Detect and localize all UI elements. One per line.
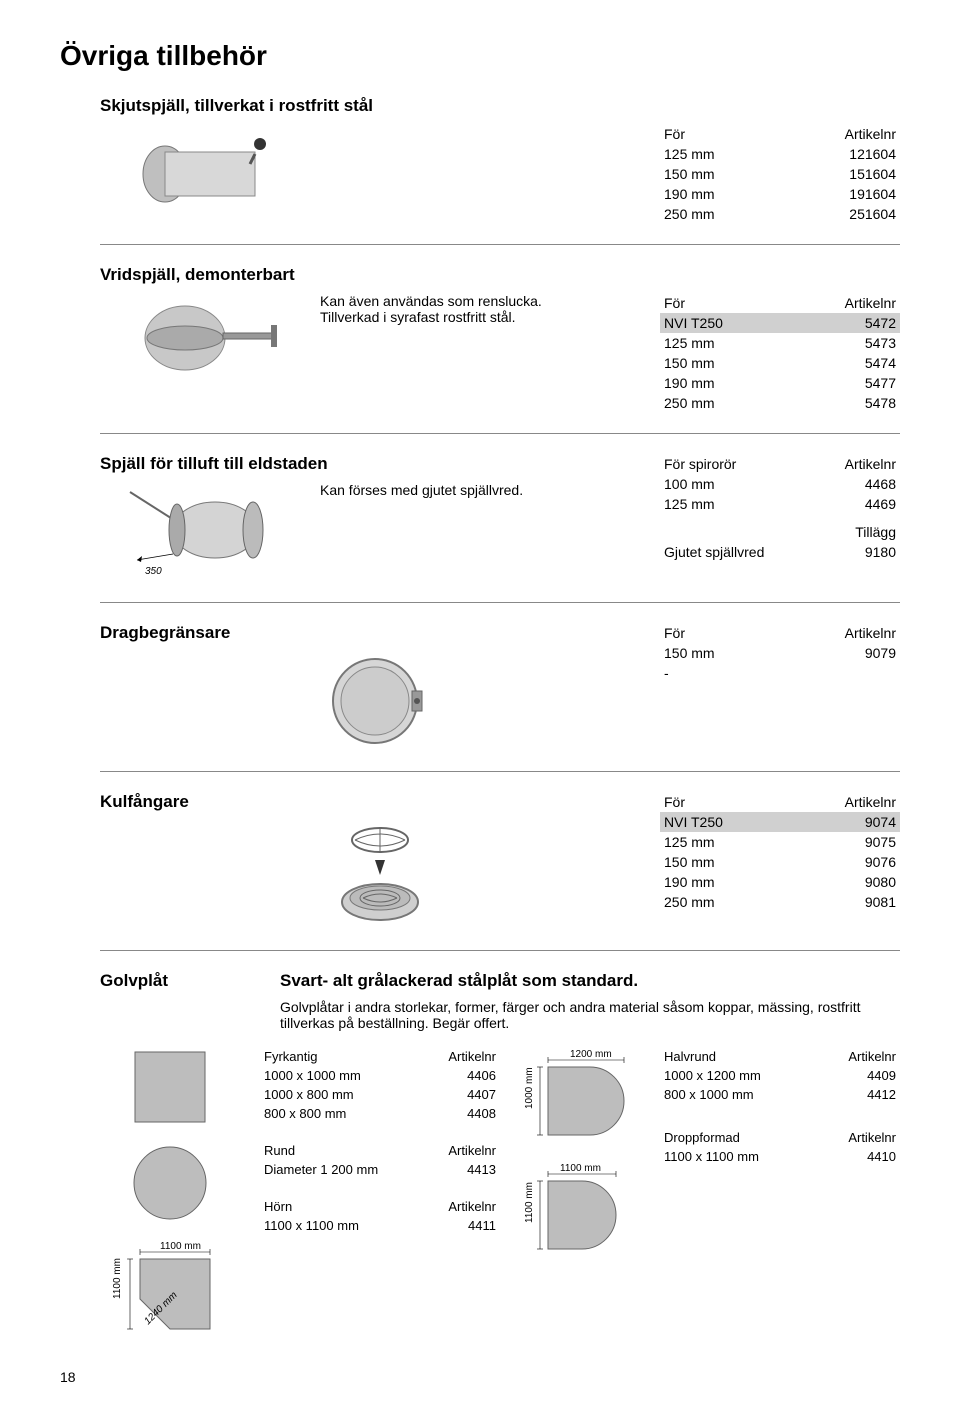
vridspjall-table: FörArtikelnr NVI T2505472125 mm5473150 m… xyxy=(660,293,900,413)
svg-text:1100 mm: 1100 mm xyxy=(524,1182,535,1223)
tilluft-title: Spjäll för tilluft till eldstaden xyxy=(100,454,660,474)
svg-text:1000 mm: 1000 mm xyxy=(524,1067,535,1109)
tbl-title: Halvrund xyxy=(660,1047,817,1066)
table-row: 1000 x 800 mm4407 xyxy=(260,1085,500,1104)
hdr-for: För xyxy=(660,293,787,313)
table-row: 190 mm5477 xyxy=(660,373,900,393)
hdr-for: För xyxy=(660,623,779,643)
section-skjutspjall: Skjutspjäll, tillverkat i rostfritt stål… xyxy=(100,96,900,245)
golv-rund-table: RundArtikelnr Diameter 1 200 mm4413 xyxy=(260,1141,500,1179)
section-tilluft: Spjäll för tilluft till eldstaden 350 Ka… xyxy=(100,454,900,603)
tilluft-image: 350 xyxy=(100,482,320,582)
section-kul: Kulfångare FörArtikelnr NVI T2509074125 … xyxy=(100,792,900,951)
table-row: 800 x 1000 mm4412 xyxy=(660,1085,900,1104)
tbl-title: Hörn xyxy=(260,1197,416,1216)
hdr-for: För spirorör xyxy=(660,454,798,474)
hdr-art: Artikelnr xyxy=(787,293,900,313)
golv-note: Golvplåtar i andra storlekar, former, fä… xyxy=(280,999,900,1031)
tbl-hdr: Artikelnr xyxy=(425,1141,500,1160)
golv-title: Golvplåt xyxy=(100,971,240,1027)
tbl-hdr: Artikelnr xyxy=(417,1047,500,1066)
table-row: 190 mm9080 xyxy=(660,872,900,892)
table-row: 1100 x 1100 mm4410 xyxy=(660,1147,900,1166)
table-row: 1100 x 1100 mm4411 xyxy=(260,1216,500,1235)
table-row: 190 mm191604 xyxy=(660,184,900,204)
table-row: 1000 x 1200 mm4409 xyxy=(660,1066,900,1085)
tbl-hdr: Artikelnr xyxy=(816,1128,900,1147)
shape-square-icon xyxy=(130,1047,210,1127)
hdr-for: För xyxy=(660,124,779,144)
table-row: 125 mm5473 xyxy=(660,333,900,353)
table-row: NVI T2509074 xyxy=(660,812,900,832)
tbl-hdr: Artikelnr xyxy=(817,1047,900,1066)
shape-corner-icon: 1100 mm 1100 mm 1240 mm xyxy=(110,1239,230,1349)
table-row: 125 mm121604 xyxy=(660,144,900,164)
table-row: 150 mm9079 xyxy=(660,643,900,663)
golv-heading: Svart- alt grålackerad stålplåt som stan… xyxy=(280,971,900,991)
tbl-title: Fyrkantig xyxy=(260,1047,417,1066)
hdr-art: Artikelnr xyxy=(787,792,900,812)
golv-fyrkantig-table: FyrkantigArtikelnr 1000 x 1000 mm4406100… xyxy=(260,1047,500,1123)
drag-title: Dragbegränsare xyxy=(100,623,660,643)
table-row: Gjutet spjällvred9180 xyxy=(660,542,900,562)
extra-title: Tillägg xyxy=(660,522,900,542)
hdr-art: Artikelnr xyxy=(798,454,900,474)
section-drag: Dragbegränsare FörArtikelnr 150 mm9079- xyxy=(100,623,900,772)
kul-table: FörArtikelnr NVI T2509074125 mm9075150 m… xyxy=(660,792,900,912)
tilluft-extra: Tillägg Gjutet spjällvred9180 xyxy=(660,522,900,562)
svg-text:350: 350 xyxy=(145,566,162,577)
table-row: 125 mm4469 xyxy=(660,494,900,514)
table-row: 100 mm4468 xyxy=(660,474,900,494)
hdr-art: Artikelnr xyxy=(779,124,900,144)
table-row: 150 mm5474 xyxy=(660,353,900,373)
svg-text:1100 mm: 1100 mm xyxy=(160,1241,201,1252)
kul-title: Kulfångare xyxy=(100,792,660,812)
table-row: 250 mm9081 xyxy=(660,892,900,912)
golv-dropp-table: DroppformadArtikelnr 1100 x 1100 mm4410 xyxy=(660,1128,900,1166)
kul-image xyxy=(100,820,660,930)
table-row: 125 mm9075 xyxy=(660,832,900,852)
section-vridspjall: Vridspjäll, demonterbart Kan även använd… xyxy=(100,265,900,434)
page-number: 18 xyxy=(60,1369,900,1385)
golv-halvrund-table: HalvrundArtikelnr 1000 x 1200 mm4409 800… xyxy=(660,1047,900,1104)
table-row: 1000 x 1000 mm4406 xyxy=(260,1066,500,1085)
hdr-art: Artikelnr xyxy=(779,623,900,643)
table-row: 250 mm5478 xyxy=(660,393,900,413)
section-golv: Golvplåt Svart- alt grålackerad stålplåt… xyxy=(100,971,900,1349)
skjutspjall-table: FörArtikelnr 125 mm121604150 mm151604190… xyxy=(660,124,900,224)
vridspjall-note1: Kan även användas som renslucka. xyxy=(320,293,640,309)
skjutspjall-title: Skjutspjäll, tillverkat i rostfritt stål xyxy=(100,96,900,116)
shape-drop-icon: 1100 mm 1100 mm xyxy=(520,1161,630,1261)
table-row: Diameter 1 200 mm4413 xyxy=(260,1160,500,1179)
vridspjall-title: Vridspjäll, demonterbart xyxy=(100,265,900,285)
table-row: 150 mm9076 xyxy=(660,852,900,872)
tilluft-note: Kan förses med gjutet spjällvred. xyxy=(320,482,640,498)
hdr-for: För xyxy=(660,792,787,812)
drag-table: FörArtikelnr 150 mm9079- xyxy=(660,623,900,683)
vridspjall-note2: Tillverkad i syrafast rostfritt stål. xyxy=(320,309,640,325)
page-title: Övriga tillbehör xyxy=(60,40,900,72)
table-row: - xyxy=(660,663,900,683)
tilluft-table: För spirorörArtikelnr 100 mm4468125 mm44… xyxy=(660,454,900,514)
svg-text:1200 mm: 1200 mm xyxy=(570,1049,612,1060)
vridspjall-image xyxy=(100,293,320,383)
drag-image xyxy=(100,651,660,751)
table-row: 150 mm151604 xyxy=(660,164,900,184)
svg-text:1100 mm: 1100 mm xyxy=(560,1163,601,1174)
tbl-hdr: Artikelnr xyxy=(416,1197,500,1216)
table-row: 250 mm251604 xyxy=(660,204,900,224)
table-row: NVI T2505472 xyxy=(660,313,900,333)
svg-text:1100 mm: 1100 mm xyxy=(112,1258,123,1299)
tbl-title: Droppformad xyxy=(660,1128,816,1147)
shape-circle-icon xyxy=(130,1143,210,1223)
tbl-title: Rund xyxy=(260,1141,425,1160)
skjutspjall-image xyxy=(100,124,320,214)
shape-halfround-icon: 1200 mm 1000 mm xyxy=(520,1047,630,1137)
table-row: 800 x 800 mm4408 xyxy=(260,1104,500,1123)
golv-horn-table: HörnArtikelnr 1100 x 1100 mm4411 xyxy=(260,1197,500,1235)
